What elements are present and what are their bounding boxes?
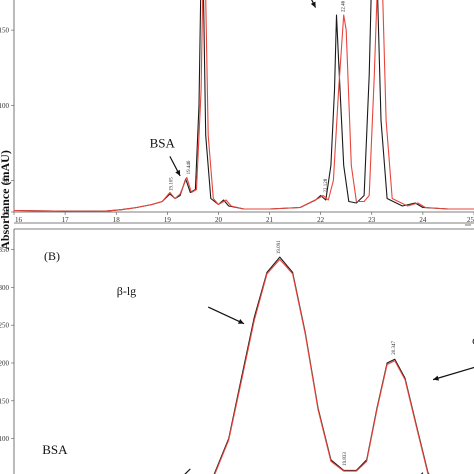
- annotation-arrowhead: [175, 169, 181, 176]
- x-tick-label: 16: [15, 216, 23, 224]
- annotation-arrow-line: [184, 468, 191, 474]
- y-tick-label: 150: [0, 27, 10, 35]
- y-tick-label: 50: [2, 473, 10, 474]
- y-axis-label: Absorbance (mAU): [0, 150, 12, 250]
- x-tick-label: 23: [368, 216, 376, 224]
- chart-panel-b: 50 100 150 200 250 300 350 19.091 19.833 20.347 β-…: [0, 228, 474, 474]
- x-tick-label: 20: [215, 216, 223, 224]
- peak-time-label: 20.347: [392, 340, 397, 354]
- series-line-trace-b: [213, 256, 430, 474]
- y-tick-label: 200: [0, 360, 10, 368]
- peak-annotation: α-lac: [472, 333, 474, 347]
- annotation-arrowhead: [433, 375, 440, 381]
- x-unit-label: min: [465, 222, 471, 227]
- series-line-trace-b: [13, 0, 474, 212]
- annotation-arrow-line: [432, 366, 474, 381]
- y-tick-label: 250: [0, 322, 10, 330]
- series-line-trace-a: [13, 0, 474, 212]
- y-tick-label: 29: [2, 209, 10, 217]
- y-tick-label: 100: [0, 102, 10, 110]
- peak-annotation: BSA: [150, 135, 176, 150]
- series-line-trace-a: [214, 258, 429, 474]
- x-tick-label: 18: [113, 216, 121, 224]
- annotation-arrowhead: [310, 1, 316, 8]
- x-tick-label: 21: [266, 216, 274, 224]
- x-tick-label: 24: [419, 216, 427, 224]
- peak-time-label: 19.091: [277, 240, 282, 254]
- peak-time-label: 19.833: [343, 452, 348, 466]
- peak-time-label: 19.446: [187, 160, 192, 174]
- peak-time-label: 22.46: [341, 0, 346, 12]
- y-tick-label: 350: [0, 246, 10, 254]
- x-tick-label: 22: [317, 216, 325, 224]
- peak-annotation: β-lg: [117, 284, 136, 298]
- x-tick-label: 25: [467, 216, 474, 224]
- peak-annotation: BSA: [42, 442, 68, 457]
- y-tick-label: 50: [2, 177, 10, 185]
- annotation-arrow-line: [207, 306, 245, 325]
- x-tick-label: 19: [164, 216, 172, 224]
- x-tick-label: 17: [62, 216, 70, 224]
- y-tick-label: 150: [0, 397, 10, 405]
- y-tick-label: 100: [0, 435, 10, 443]
- annotation-arrowhead: [238, 319, 244, 324]
- peak-time-label: 19.105: [170, 177, 175, 191]
- peak-time-label: 22.128: [324, 178, 329, 192]
- y-tick-label: 300: [0, 284, 10, 292]
- panel-label: (B): [44, 249, 60, 263]
